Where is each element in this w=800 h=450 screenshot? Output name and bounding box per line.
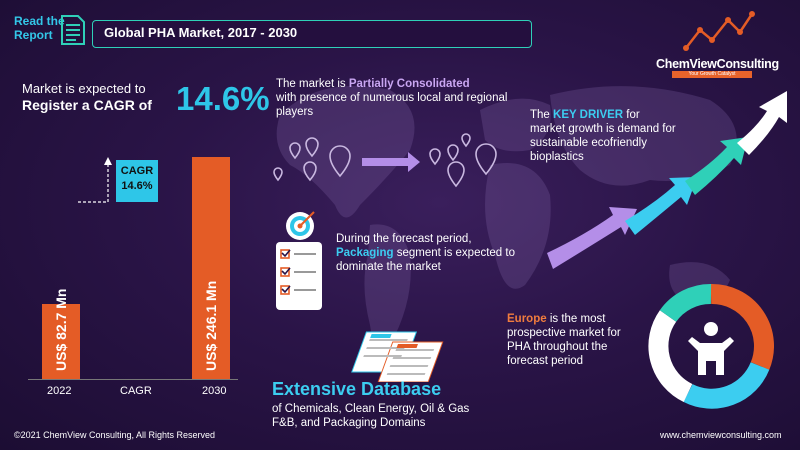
x-tick-cagr: CAGR [120, 385, 152, 397]
cagr-box-value: 14.6% [121, 180, 153, 192]
database-documents-icon [351, 331, 444, 382]
document-icon[interactable] [60, 14, 86, 46]
consolidation-highlight: Partially Consolidated [348, 78, 470, 90]
donut-person-icon [648, 283, 774, 409]
key-driver-post-1: for [623, 109, 640, 121]
packaging-text: During the forecast period, Packaging se… [336, 232, 528, 274]
bar-2030 [192, 157, 230, 379]
key-driver-highlight: KEY DRIVER [553, 109, 624, 121]
title-box [92, 20, 532, 48]
read-the-report-link[interactable]: Read the Report [14, 14, 65, 42]
growth-arrows-icon [547, 91, 787, 269]
packaging-pre: During the forecast period, [336, 233, 472, 245]
bar-label-2022: US$ 82.7 Mn [53, 288, 69, 371]
read-line-2: Report [14, 28, 53, 42]
key-driver-pre: The [530, 109, 554, 121]
consolidation-post: with presence of numerous local and regi… [276, 92, 508, 118]
packaging-post: segment is expected to dominate the mark… [336, 247, 515, 273]
location-pins-icon [273, 133, 497, 188]
cagr-statement-line1: Market is expected to [22, 81, 146, 96]
database-subtitle: of Chemicals, Clean Energy, Oil & Gas F&… [272, 403, 470, 429]
consolidation-text: The market is Partially Consolidated wit… [276, 77, 516, 119]
cagr-statement-line2: Register a CAGR of [22, 97, 152, 113]
checklist-target-icon [276, 211, 322, 310]
cagr-value: 14.6% [176, 80, 270, 117]
read-line-1: Read the [14, 14, 65, 28]
bar-label-2030: US$ 246.1 Mn [203, 280, 219, 371]
x-tick-2022: 2022 [47, 385, 72, 397]
key-driver-text: The KEY DRIVER for market growth is dema… [530, 108, 690, 164]
cagr-box: CAGR 14.6% [116, 160, 158, 202]
cagr-arrow-icon [78, 157, 112, 203]
website-link[interactable]: www.chemviewconsulting.com [660, 430, 782, 440]
cagr-box-label: CAGR [120, 165, 154, 177]
europe-highlight: Europe [507, 313, 547, 325]
growth-chart-logo-icon [683, 11, 755, 51]
logo-name: ChemViewConsulting [656, 57, 779, 71]
consolidation-pre: The market is [276, 78, 349, 90]
logo-tagline: Your Growth Catalyst [672, 71, 752, 78]
chart-baseline [28, 379, 238, 380]
key-driver-post-2: market growth is demand for sustainable … [530, 123, 676, 163]
page-title: Global PHA Market, 2017 - 2030 [104, 25, 298, 40]
database-title: Extensive Database [272, 379, 442, 399]
world-map-background [276, 85, 737, 350]
bar-2022 [42, 304, 80, 379]
copyright-text: ©2021 ChemView Consulting, All Rights Re… [14, 430, 216, 440]
x-tick-2030: 2030 [202, 385, 227, 397]
packaging-highlight: Packaging [336, 247, 394, 259]
cagr-statement: Market is expected to Register a CAGR of [22, 80, 152, 114]
europe-text: Europe is the most prospective market fo… [507, 312, 642, 368]
europe-post: is the most prospective market for PHA t… [507, 313, 621, 367]
